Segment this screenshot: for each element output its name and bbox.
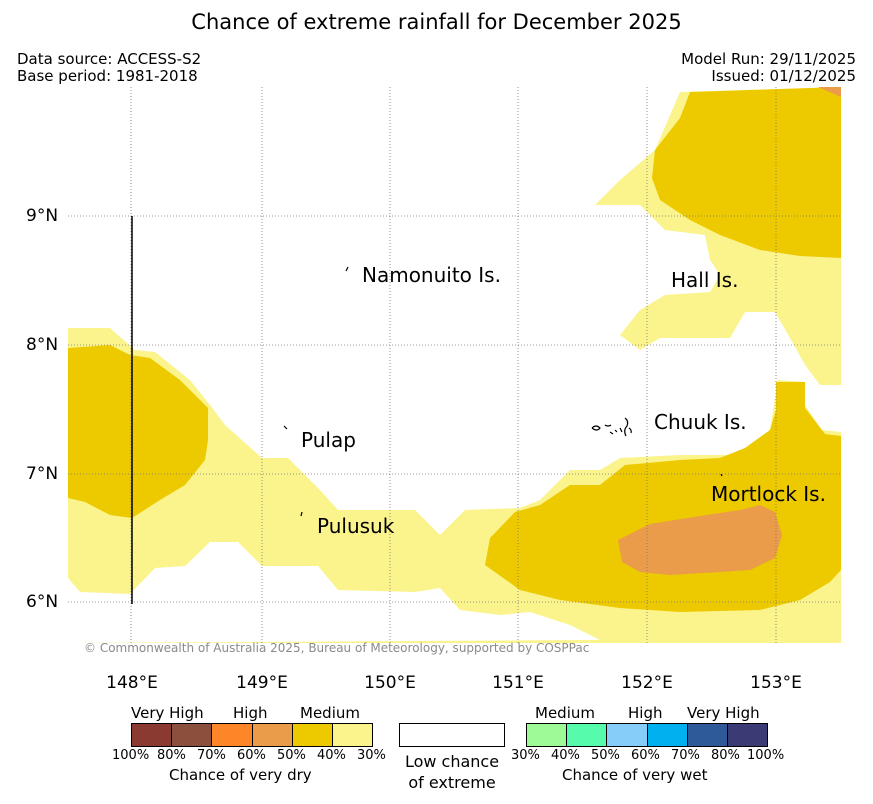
place-label-hall: Hall Is.	[671, 268, 739, 292]
dry-high-orange-region	[618, 505, 782, 575]
low-chance-region-south	[68, 542, 600, 643]
legend-dry-medium: Medium	[300, 704, 360, 722]
model-run: Model Run: 29/11/2025	[681, 50, 856, 68]
island-markers	[283, 266, 723, 517]
legend-wet-label: Chance of very wet	[562, 766, 708, 784]
legend-wet-very-high: Very High	[687, 704, 760, 722]
namonuito-island-shape	[345, 266, 349, 272]
place-label-mortlock: Mortlock Is.	[711, 482, 826, 506]
legend-dry-tick-50: 50%	[277, 748, 306, 763]
legend-dry-label: Chance of very dry	[169, 766, 312, 784]
lon-tick-153: 153°E	[750, 673, 802, 693]
place-label-chuuk: Chuuk Is.	[654, 410, 747, 434]
legend-neutral-label-line1: Low chance	[404, 752, 500, 771]
legend-dry-tick-80: 80%	[157, 748, 186, 763]
dry-high-region-west	[68, 345, 208, 518]
issued-date: Issued: 01/12/2025	[711, 67, 856, 85]
legend-dry-swatch-6	[332, 724, 373, 746]
mortlock-island-shape	[720, 473, 723, 477]
legend-dry-tick-40: 40%	[317, 748, 346, 763]
legend-wet-tick-80: 80%	[711, 748, 740, 763]
dry-high-corner-region	[818, 87, 841, 97]
base-period: Base period: 1981-2018	[17, 67, 198, 85]
lon-tick-149: 149°E	[236, 673, 288, 693]
legend-neutral-label-line2: of extreme	[408, 773, 496, 792]
legend-wet-swatch-2	[567, 724, 608, 746]
legend-dry-colorbar	[131, 723, 373, 747]
legend-wet-swatch-5	[687, 724, 728, 746]
place-label-namonuito: Namonuito Is.	[362, 263, 501, 287]
map-plot-area	[68, 87, 841, 643]
pulusuk-island-shape	[300, 511, 303, 517]
legend-dry-swatch-2	[172, 724, 213, 746]
legend-wet-medium: Medium	[535, 704, 595, 722]
legend-wet-colorbar	[526, 723, 768, 747]
dry-high-region-northeast	[652, 87, 841, 258]
chuuk-island-shape	[591, 417, 632, 437]
legend-wet-tick-40: 40%	[551, 748, 580, 763]
lon-tick-148: 148°E	[106, 673, 158, 693]
legend-dry-tick-100: 100%	[112, 748, 150, 763]
lat-tick-7n: 7°N	[26, 464, 59, 484]
legend-wet-tick-30: 30%	[511, 748, 540, 763]
legend-dry-swatch-5	[292, 724, 333, 746]
legend-neutral-swatch	[399, 723, 505, 747]
legend-wet-swatch-3	[607, 724, 648, 746]
legend-wet-tick-100: 100%	[747, 748, 785, 763]
legend-dry-swatch-3	[212, 724, 253, 746]
lat-tick-8n: 8°N	[26, 335, 59, 355]
data-source: Data source: ACCESS-S2	[17, 50, 202, 68]
legend-dry-tick-60: 60%	[237, 748, 266, 763]
legend-wet-tick-70: 70%	[671, 748, 700, 763]
legend-dry-very-high: Very High	[131, 704, 204, 722]
lon-tick-152: 152°E	[621, 673, 673, 693]
legend-wet-swatch-6	[727, 724, 768, 746]
copyright-notice: © Commonwealth of Australia 2025, Bureau…	[84, 641, 590, 655]
legend-dry-swatch-1	[132, 724, 173, 746]
lat-tick-6n: 6°N	[26, 592, 59, 612]
legend-dry-high: High	[233, 704, 268, 722]
place-label-pulap: Pulap	[301, 428, 356, 452]
legend-wet-swatch-1	[527, 724, 568, 746]
place-label-pulusuk: Pulusuk	[317, 514, 395, 538]
legend-wet-swatch-4	[647, 724, 688, 746]
lon-tick-150: 150°E	[364, 673, 416, 693]
pulap-island-shape	[283, 425, 288, 430]
lon-tick-151: 151°E	[492, 673, 544, 693]
legend-wet-tick-60: 60%	[631, 748, 660, 763]
legend-dry-swatch-4	[252, 724, 293, 746]
legend-dry-tick-30: 30%	[357, 748, 386, 763]
legend-wet-tick-50: 50%	[591, 748, 620, 763]
legend-dry-tick-70: 70%	[197, 748, 226, 763]
map-title: Chance of extreme rainfall for December …	[191, 10, 682, 34]
legend-wet-high: High	[628, 704, 663, 722]
lat-tick-9n: 9°N	[26, 206, 59, 226]
